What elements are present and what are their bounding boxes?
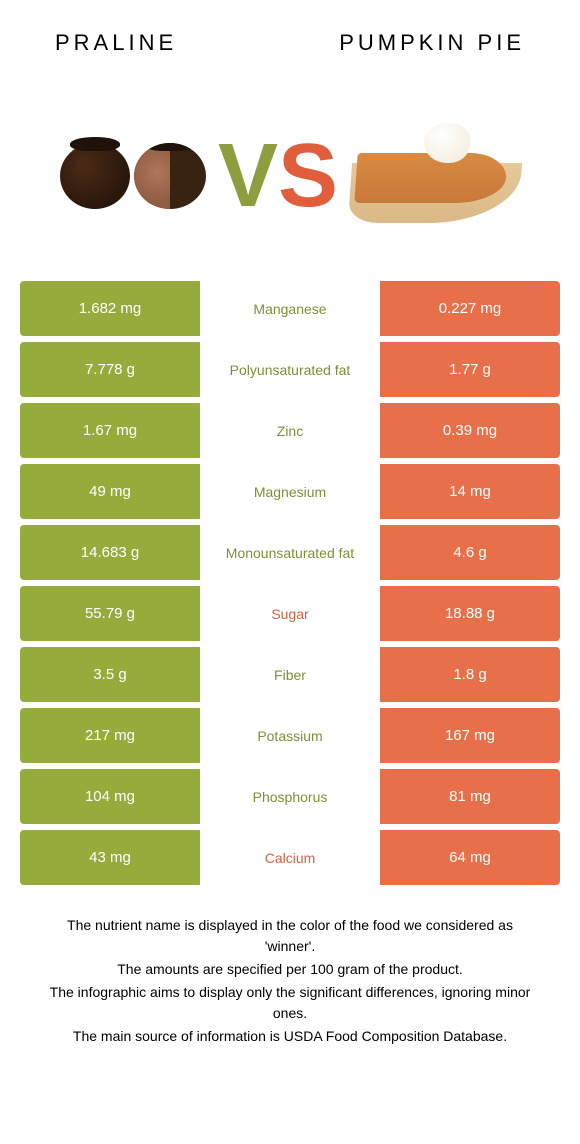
nutrient-label: Fiber <box>200 647 380 702</box>
right-value: 18.88 g <box>380 586 560 641</box>
left-value: 7.778 g <box>20 342 200 397</box>
comparison-table: 1.682 mgManganese0.227 mg 7.778 gPolyunsa… <box>20 281 560 885</box>
nutrient-label: Zinc <box>200 403 380 458</box>
table-row: 104 mgPhosphorus81 mg <box>20 769 560 824</box>
nutrient-label: Monounsaturated fat <box>200 525 380 580</box>
nutrient-label: Sugar <box>200 586 380 641</box>
table-row: 14.683 gMonounsaturated fat4.6 g <box>20 525 560 580</box>
table-row: 1.682 mgManganese0.227 mg <box>20 281 560 336</box>
right-value: 81 mg <box>380 769 560 824</box>
right-value: 64 mg <box>380 830 560 885</box>
left-value: 49 mg <box>20 464 200 519</box>
right-food-title: Pumpkin pie <box>339 30 525 56</box>
note-line: The nutrient name is displayed in the co… <box>40 915 540 957</box>
right-value: 0.39 mg <box>380 403 560 458</box>
table-row: 217 mgPotassium167 mg <box>20 708 560 763</box>
left-value: 104 mg <box>20 769 200 824</box>
nutrient-label: Potassium <box>200 708 380 763</box>
nutrient-label: Polyunsaturated fat <box>200 342 380 397</box>
footer-notes: The nutrient name is displayed in the co… <box>40 915 540 1047</box>
right-value: 167 mg <box>380 708 560 763</box>
right-value: 1.77 g <box>380 342 560 397</box>
praline-icon <box>60 143 206 209</box>
left-value: 1.682 mg <box>20 281 200 336</box>
header-titles: Praline Pumpkin pie <box>0 0 580 56</box>
nutrient-label: Manganese <box>200 281 380 336</box>
table-row: 43 mgCalcium64 mg <box>20 830 560 885</box>
vs-v: V <box>218 131 278 221</box>
left-value: 3.5 g <box>20 647 200 702</box>
right-value: 4.6 g <box>380 525 560 580</box>
note-line: The amounts are specified per 100 gram o… <box>40 959 540 980</box>
left-value: 1.67 mg <box>20 403 200 458</box>
left-value: 43 mg <box>20 830 200 885</box>
table-row: 1.67 mgZinc0.39 mg <box>20 403 560 458</box>
table-row: 3.5 gFiber1.8 g <box>20 647 560 702</box>
nutrient-label: Phosphorus <box>200 769 380 824</box>
nutrient-label: Magnesium <box>200 464 380 519</box>
note-line: The infographic aims to display only the… <box>40 982 540 1024</box>
left-food-title: Praline <box>55 30 177 56</box>
table-row: 49 mgMagnesium14 mg <box>20 464 560 519</box>
right-value: 1.8 g <box>380 647 560 702</box>
table-row: 7.778 gPolyunsaturated fat1.77 g <box>20 342 560 397</box>
right-value: 0.227 mg <box>380 281 560 336</box>
vs-s: S <box>278 131 338 221</box>
hero-graphic: V S <box>0 101 580 251</box>
pumpkin-pie-icon <box>350 121 520 231</box>
left-value: 14.683 g <box>20 525 200 580</box>
left-value: 217 mg <box>20 708 200 763</box>
right-value: 14 mg <box>380 464 560 519</box>
table-row: 55.79 gSugar18.88 g <box>20 586 560 641</box>
note-line: The main source of information is USDA F… <box>40 1026 540 1047</box>
left-value: 55.79 g <box>20 586 200 641</box>
nutrient-label: Calcium <box>200 830 380 885</box>
vs-label: V S <box>218 131 338 221</box>
